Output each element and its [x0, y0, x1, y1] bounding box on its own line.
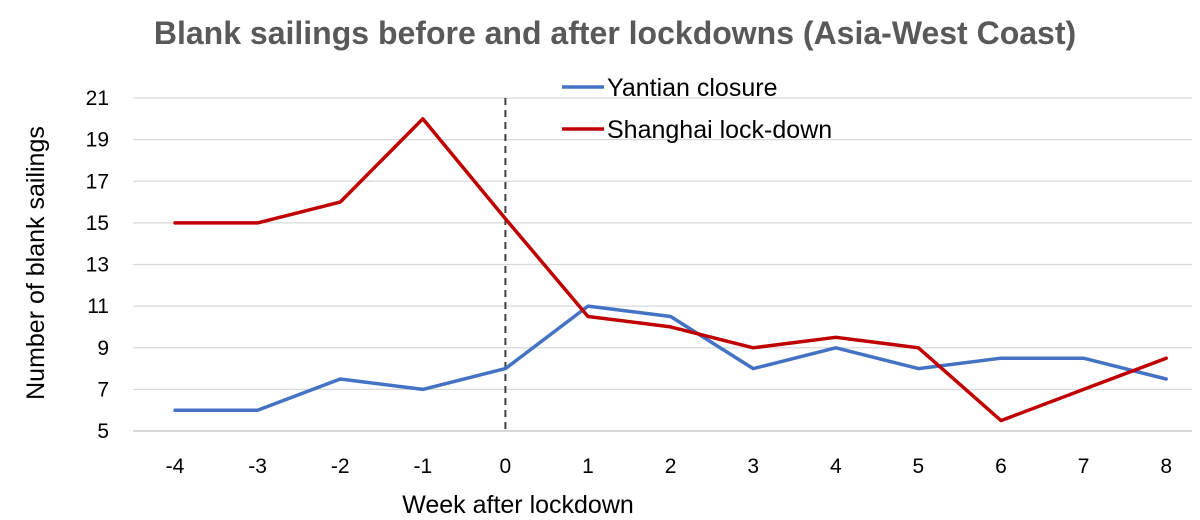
- x-tick-label: 7: [1078, 455, 1090, 478]
- series-line-1: [173, 304, 1168, 412]
- chart-title: Blank sailings before and after lockdown…: [154, 15, 1076, 51]
- y-tick-label: 5: [97, 420, 109, 443]
- x-tick-label: -1: [413, 455, 432, 478]
- gridlines: [133, 97, 1192, 432]
- y-tick-label: 17: [86, 170, 109, 193]
- x-tick-label: 2: [665, 455, 677, 478]
- y-axis-label: Number of blank sailings: [22, 126, 50, 400]
- x-tick-label: 8: [1160, 455, 1172, 478]
- series-line-2: [173, 117, 1168, 423]
- x-tick-label: 6: [995, 455, 1007, 478]
- x-tick-label: -4: [166, 455, 185, 478]
- y-tick-label: 7: [97, 378, 109, 401]
- y-tick-label: 15: [86, 212, 109, 235]
- legend: Yantian closure Shanghai lock-down: [562, 74, 832, 144]
- x-tick-label: 3: [747, 455, 759, 478]
- x-tick-label: 4: [830, 455, 842, 478]
- y-tick-label: 11: [87, 295, 109, 318]
- x-tick-label: -2: [331, 455, 350, 478]
- x-axis-label: Week after lockdown: [402, 491, 634, 519]
- y-tick-label: 13: [86, 254, 109, 277]
- x-tick-label: -3: [248, 455, 267, 478]
- y-axis-ticks: 5 7 9 11 13 15 17 19 21: [86, 87, 109, 443]
- y-tick-label: 21: [86, 87, 109, 110]
- y-tick-label: 19: [86, 129, 109, 152]
- series-lines: [173, 117, 1168, 423]
- legend-label: Yantian closure: [607, 74, 777, 102]
- x-axis-ticks: -4 -3 -2 -1 0 1 2 3 4 5 6 7 8: [166, 455, 1172, 478]
- x-tick-label: 1: [582, 455, 594, 478]
- x-tick-label: 0: [500, 455, 512, 478]
- legend-label: Shanghai lock-down: [607, 116, 832, 144]
- x-tick-label: 5: [913, 455, 925, 478]
- y-tick-label: 9: [97, 337, 109, 360]
